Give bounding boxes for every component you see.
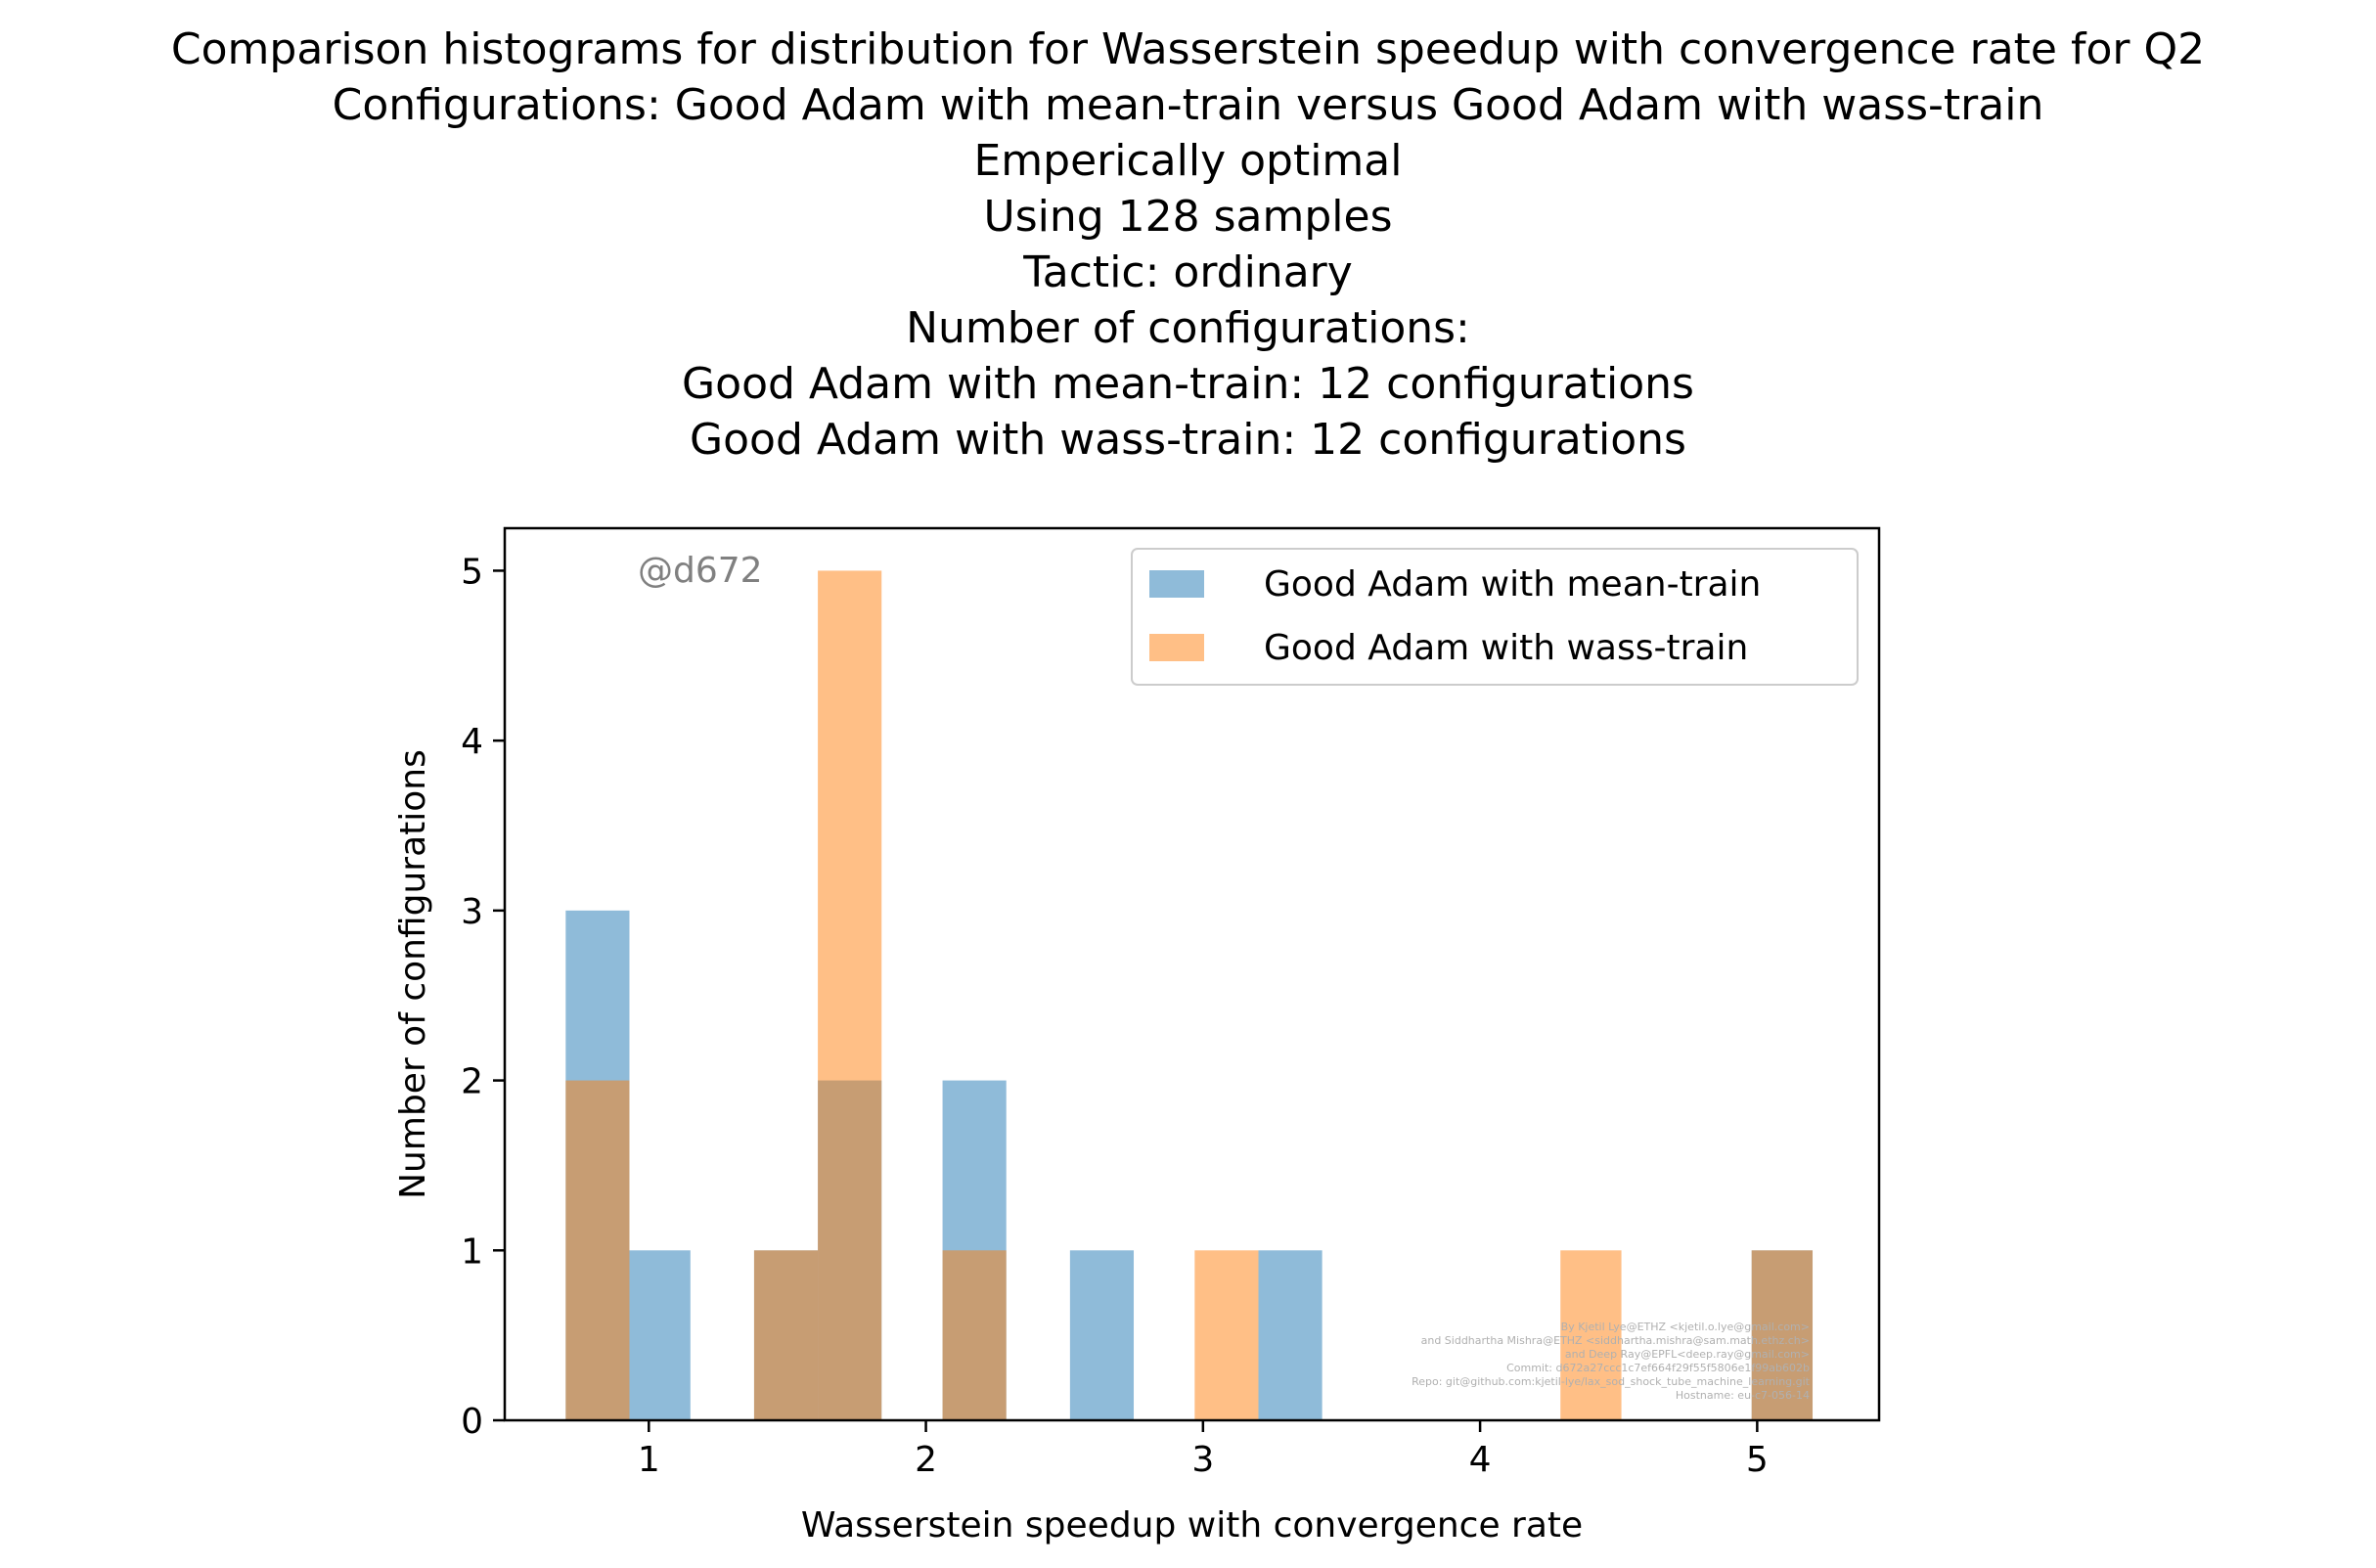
watermark-annotation: @d672 — [638, 551, 763, 591]
title-line-4: Using 128 samples — [983, 192, 1393, 242]
title-line-5: Tactic: ordinary — [1023, 247, 1353, 297]
bar-series2-bin-2 — [753, 1250, 819, 1420]
x-tick-label-1: 1 — [638, 1440, 660, 1480]
title-line-1: Comparison histograms for distribution f… — [170, 24, 2206, 74]
title-line-7: Good Adam with mean-train: 12 configurat… — [682, 359, 1694, 409]
legend-label-2: Good Adam with wass-train — [1264, 628, 1748, 668]
credit-line-6: Hostname: eu-c7-056-14 — [1676, 1389, 1810, 1402]
y-axis-label: Number of configurations — [393, 749, 433, 1199]
legend: Good Adam with mean-train Good Adam with … — [1131, 548, 1859, 686]
y-tick-label-4: 4 — [461, 722, 483, 762]
axis-ticks: 1 2 3 4 5 0 1 2 3 4 5 — [461, 552, 1769, 1480]
x-tick-label-4: 4 — [1469, 1440, 1492, 1480]
y-tick-label-2: 2 — [461, 1062, 483, 1102]
title-line-6: Number of configurations: — [906, 303, 1470, 353]
x-tick-label-5: 5 — [1746, 1440, 1769, 1480]
bar-series2-bin-3 — [818, 570, 882, 1420]
bar-series2-bin-7 — [1751, 1250, 1814, 1420]
credit-line-4: Commit: d672a27ccc1c7ef664f29f55f5806e1f… — [1506, 1362, 1810, 1374]
x-tick-label-2: 2 — [915, 1440, 937, 1480]
credit-line-2: and Siddhartha Mishra@ETHZ <siddhartha.m… — [1421, 1334, 1810, 1347]
bar-series2-bin-5 — [1194, 1250, 1259, 1420]
credit-line-1: By Kjetil Lye@ETHZ <kjetil.o.lye@gmail.c… — [1561, 1321, 1810, 1333]
bar-series1-bin-2 — [629, 1250, 691, 1420]
bar-series2-bin-1 — [565, 1080, 630, 1420]
bar-series2-bin-4 — [942, 1250, 1007, 1420]
legend-swatch-2 — [1149, 634, 1204, 661]
y-tick-label-1: 1 — [461, 1232, 483, 1272]
title-line-2: Configurations: Good Adam with mean-trai… — [332, 80, 2044, 130]
bar-series2-bin-6 — [1560, 1250, 1622, 1420]
y-tick-label-5: 5 — [461, 552, 483, 592]
credit-line-5: Repo: git@github.com:kjetil-lye/lax_sod_… — [1412, 1375, 1811, 1388]
credit-line-3: and Deep Ray@EPFL<deep.ray@gmail.com> — [1565, 1348, 1810, 1361]
legend-box — [1131, 548, 1859, 686]
title-line-8: Good Adam with wass-train: 12 configurat… — [690, 415, 1686, 465]
y-tick-label-3: 3 — [461, 892, 483, 932]
bars-layer — [565, 570, 1814, 1420]
legend-swatch-1 — [1149, 570, 1204, 598]
bar-series1-bin-7 — [1258, 1250, 1322, 1420]
title-line-3: Emperically optimal — [973, 136, 1403, 186]
legend-label-1: Good Adam with mean-train — [1264, 564, 1761, 605]
bar-series1-bin-6 — [1069, 1250, 1135, 1420]
x-tick-label-3: 3 — [1191, 1440, 1214, 1480]
y-tick-label-0: 0 — [461, 1402, 483, 1442]
x-axis-label: Wasserstein speedup with convergence rat… — [801, 1505, 1583, 1546]
plot-frame — [503, 526, 1881, 1422]
chart-title: Comparison histograms for distribution f… — [0, 22, 2376, 468]
credits-block: By Kjetil Lye@ETHZ <kjetil.o.lye@gmail.c… — [1412, 1321, 1811, 1402]
